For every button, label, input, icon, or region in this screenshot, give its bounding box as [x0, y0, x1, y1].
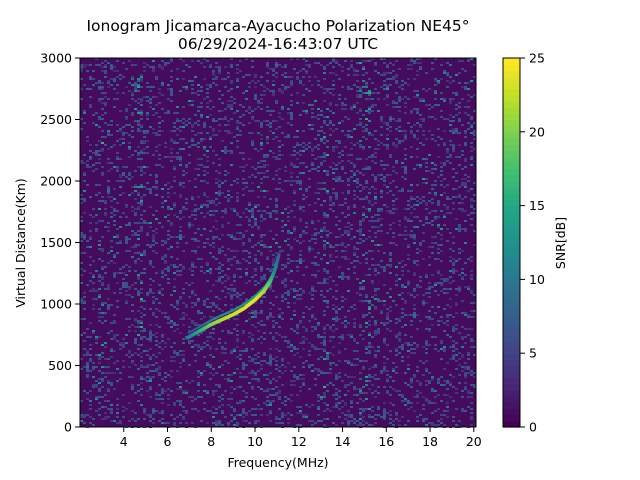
colorbar-segment: [503, 322, 520, 330]
y-tick-label: 2500: [40, 112, 72, 127]
y-axis: 0 500 1000 1500 2000 2500 3000: [40, 51, 80, 435]
colorbar-segment: [503, 408, 520, 416]
colorbar-segment: [503, 273, 520, 280]
colorbar-segment: [503, 316, 520, 324]
colorbar-tick-label: 0: [529, 420, 537, 435]
colorbar-segment: [503, 88, 520, 96]
colorbar-segment: [503, 254, 520, 262]
chart-title: Ionogram Jicamarca-Ayacucho Polarization…: [86, 17, 469, 35]
colorbar-segment: [503, 260, 520, 268]
colorbar-segment: [503, 193, 520, 201]
colorbar-segment: [503, 359, 520, 367]
heatmap: [80, 58, 476, 428]
colorbar-segment: [503, 150, 520, 157]
colorbar-segment: [503, 365, 520, 373]
colorbar-segment: [503, 279, 520, 287]
x-tick-label: 10: [247, 434, 263, 449]
trace-point: [278, 252, 281, 255]
colorbar-tick-label: 15: [529, 198, 545, 213]
colorbar-segment: [503, 107, 520, 114]
colorbar-segment: [503, 217, 520, 225]
colorbar-segment: [503, 144, 520, 151]
trace-point: [277, 253, 281, 257]
colorbar-segment: [503, 414, 520, 422]
x-tick-label: 4: [120, 434, 128, 449]
colorbar-segment: [503, 199, 520, 207]
chart-subtitle: 06/29/2024-16:43:07 UTC: [178, 35, 378, 53]
colorbar-segment: [503, 187, 520, 194]
colorbar-segment: [503, 94, 520, 102]
colorbar-segment: [503, 76, 520, 84]
colorbar-segment: [503, 224, 520, 231]
x-tick-label: 18: [422, 434, 438, 449]
colorbar-segment: [503, 353, 520, 360]
colorbar-segment: [503, 390, 520, 397]
colorbar-segment: [503, 291, 520, 299]
colorbar-segment: [503, 119, 520, 127]
x-tick-label: 12: [291, 434, 307, 449]
colorbar-segment: [503, 310, 520, 317]
colorbar-segment: [503, 58, 520, 65]
y-tick-label: 500: [48, 358, 72, 373]
colorbar-segment: [503, 328, 520, 336]
colorbar-segment: [503, 70, 520, 78]
colorbar-segment: [503, 156, 520, 164]
colorbar-segment: [503, 304, 520, 311]
colorbar-tick-label: 5: [529, 346, 537, 361]
y-tick-label: 1500: [40, 235, 72, 250]
colorbar-segment: [503, 168, 520, 176]
colorbar-segment: [503, 383, 520, 391]
colorbar-segment: [503, 82, 520, 90]
x-tick-label: 8: [207, 434, 215, 449]
trace-point: [278, 250, 281, 253]
colorbar-segment: [503, 248, 520, 256]
colorbar-segment: [503, 371, 520, 379]
colorbar-segment: [503, 340, 520, 348]
x-tick-label: 20: [466, 434, 482, 449]
colorbar-segment: [503, 347, 520, 354]
y-axis-label: Virtual Distance(Km): [13, 178, 28, 308]
colorbar-segment: [503, 101, 520, 108]
colorbar-segment: [503, 236, 520, 244]
colorbar-tick-label: 10: [529, 272, 545, 287]
trace-point: [278, 251, 281, 254]
y-tick-label: 0: [64, 420, 72, 435]
colorbar-segment: [503, 285, 520, 293]
colorbar-tick-label: 25: [529, 51, 545, 66]
colorbar-segment: [503, 242, 520, 250]
colorbar: 0 5 10 15 20 25: [502, 51, 545, 435]
x-tick-label: 6: [164, 434, 172, 449]
x-axis: 4 6 8 10 12 14 16 18 20: [120, 427, 482, 449]
colorbar-frame: [502, 57, 521, 428]
colorbar-segment: [503, 297, 520, 305]
x-tick-label: 14: [335, 434, 351, 449]
colorbar-segment: [503, 377, 520, 385]
y-tick-label: 1000: [40, 297, 72, 312]
colorbar-tick-label: 20: [529, 124, 545, 139]
colorbar-segment: [503, 125, 520, 133]
colorbar-segment: [503, 334, 520, 342]
colorbar-segment: [503, 211, 520, 219]
y-tick-label: 2000: [40, 174, 72, 189]
colorbar-segment: [503, 420, 520, 428]
colorbar-segment: [503, 396, 520, 403]
colorbar-segment: [503, 137, 520, 145]
colorbar-segment: [503, 181, 520, 188]
colorbar-segment: [503, 230, 520, 237]
colorbar-segment: [503, 402, 520, 410]
x-axis-label: Frequency(MHz): [227, 455, 328, 470]
colorbar-segment: [503, 131, 520, 139]
colorbar-segment: [503, 64, 520, 71]
trace-point: [279, 249, 282, 252]
colorbar-segment: [503, 162, 520, 170]
x-tick-label: 16: [378, 434, 394, 449]
colorbar-segment: [503, 113, 520, 121]
colorbar-segment: [503, 205, 520, 213]
colorbar-segment: [503, 174, 520, 182]
colorbar-label: SNR[dB]: [553, 217, 568, 269]
colorbar-segment: [503, 267, 520, 274]
y-tick-label: 3000: [40, 51, 72, 66]
